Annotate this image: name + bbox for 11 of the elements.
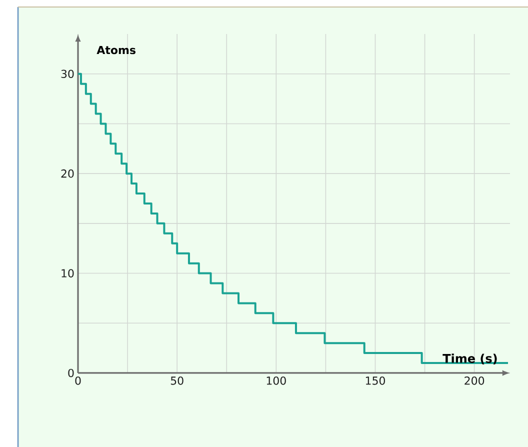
y-tick-label: 10: [62, 269, 74, 278]
x-tick-label: 150: [366, 376, 385, 385]
y-tick-label: 30: [61, 70, 74, 78]
y-tick-label: 0: [68, 368, 74, 378]
y-tick-label: 20: [61, 169, 74, 178]
x-axis-title: Time (s): [442, 354, 497, 364]
y-axis-title: Atoms: [96, 46, 136, 54]
x-tick-label: 100: [266, 376, 286, 385]
x-tick-label: 200: [464, 376, 484, 385]
x-tick-label: 0: [75, 376, 81, 385]
x-tick-label: 50: [170, 376, 184, 385]
